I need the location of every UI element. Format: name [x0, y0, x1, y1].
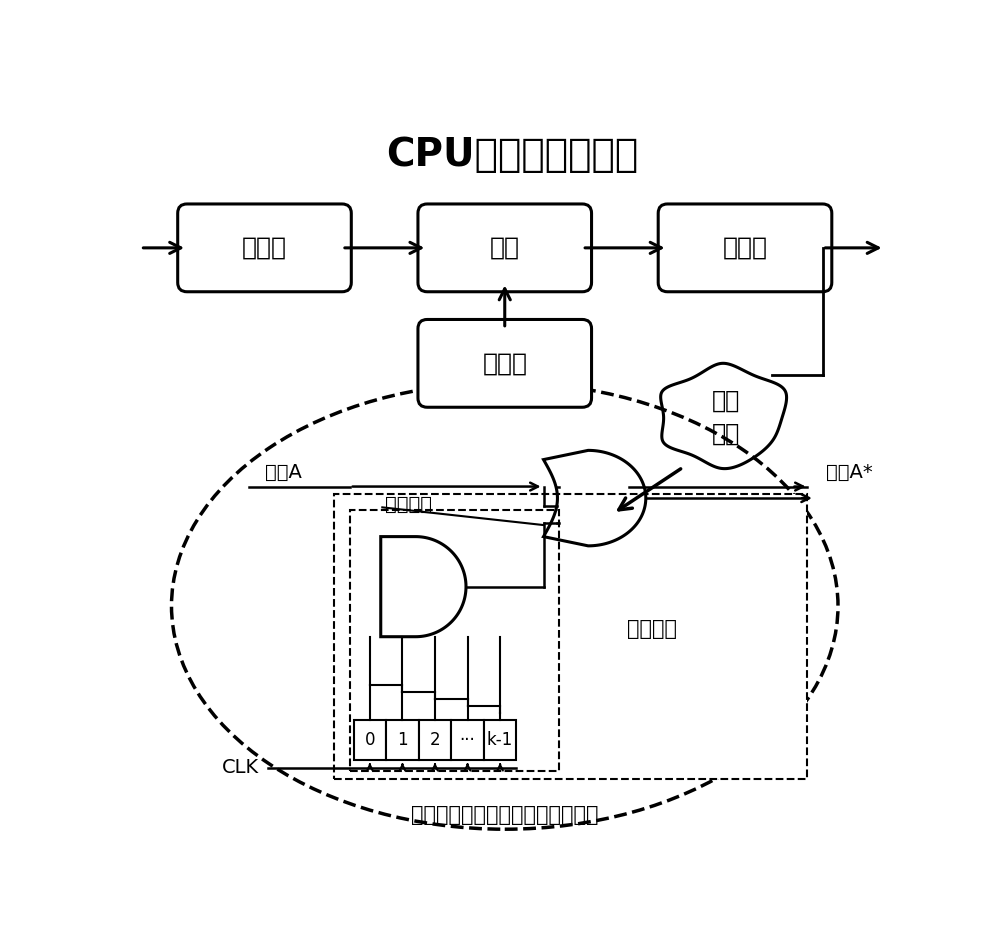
FancyBboxPatch shape	[418, 320, 592, 407]
Bar	[484, 720, 516, 760]
Text: 1: 1	[397, 731, 408, 749]
FancyBboxPatch shape	[178, 204, 351, 291]
Bar	[350, 510, 559, 772]
Text: 数据A: 数据A	[265, 463, 302, 482]
Text: 硬件: 硬件	[712, 388, 740, 412]
Text: 0: 0	[365, 731, 375, 749]
Text: 2: 2	[430, 731, 440, 749]
Text: 同步计数器木马电路（定时炸弹）: 同步计数器木马电路（定时炸弹）	[411, 806, 598, 826]
Text: 触发模块: 触发模块	[385, 494, 432, 513]
Text: 译码: 译码	[490, 236, 520, 260]
FancyBboxPatch shape	[418, 204, 592, 291]
Text: CLK: CLK	[222, 758, 259, 777]
Text: ···: ···	[460, 731, 475, 749]
Bar	[354, 720, 386, 760]
Text: 有效载荷: 有效载荷	[627, 619, 677, 639]
Text: 取指令: 取指令	[242, 236, 287, 260]
Text: 执行器: 执行器	[722, 236, 768, 260]
Bar	[334, 494, 807, 779]
Text: 木马: 木马	[712, 422, 740, 446]
Text: CPU内核流水线架构: CPU内核流水线架构	[386, 137, 639, 175]
FancyBboxPatch shape	[658, 204, 832, 291]
Text: 存储器: 存储器	[482, 351, 527, 376]
Text: 数据A*: 数据A*	[826, 463, 873, 482]
Text: k-1: k-1	[487, 731, 513, 749]
Bar	[451, 720, 484, 760]
Bar	[386, 720, 419, 760]
Bar	[419, 720, 451, 760]
